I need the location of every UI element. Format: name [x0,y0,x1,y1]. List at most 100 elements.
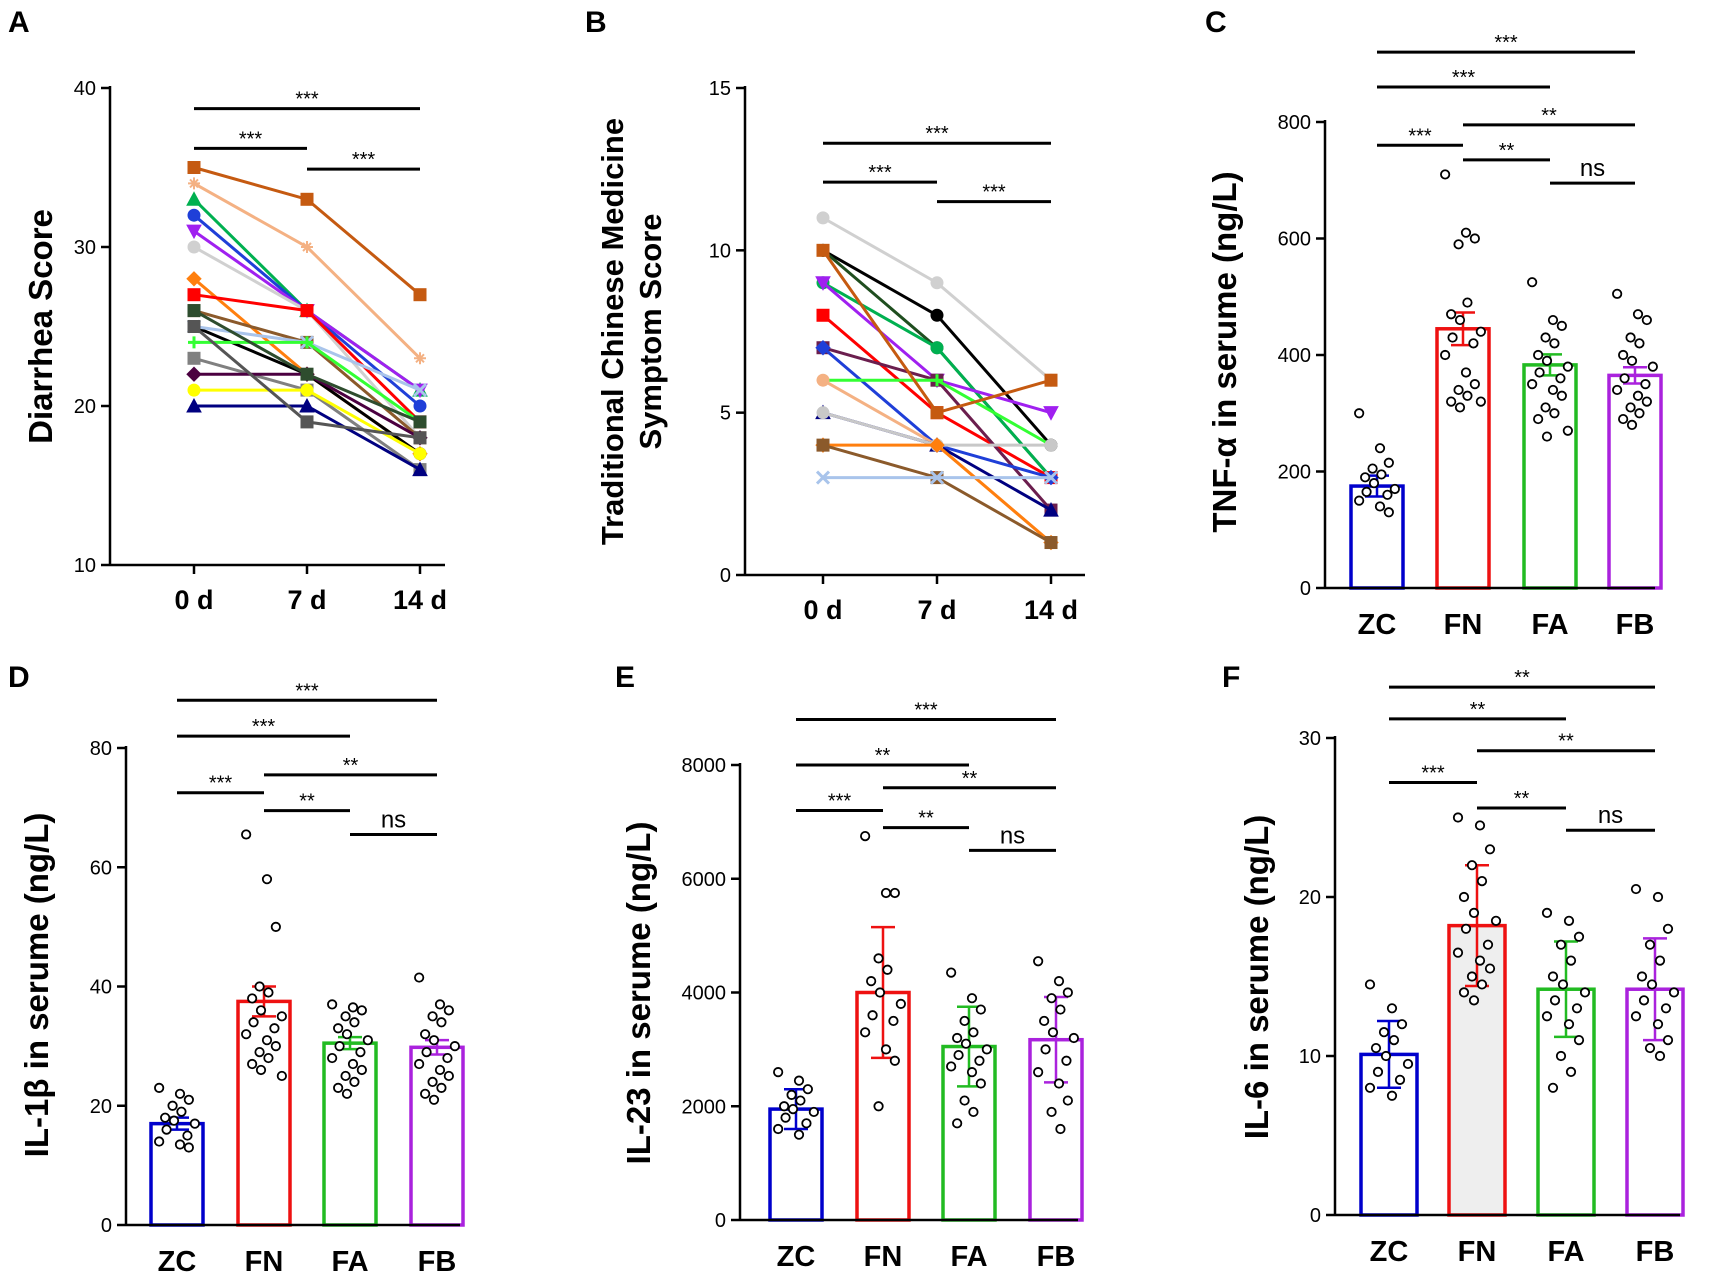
data-point [1460,923,1472,934]
data-point [1625,402,1636,413]
x-tick-label: FN [1458,1236,1497,1268]
data-point [1040,1044,1051,1055]
data-point [882,964,893,975]
data-point [1484,844,1496,855]
data-point [966,1067,978,1078]
significance-label: ** [343,755,359,777]
data-point-marker [188,336,200,349]
significance-label: ** [918,808,934,830]
data-point [801,1118,812,1129]
x-tick-label: ZC [158,1246,197,1278]
data-point [1547,971,1559,982]
data-point [1573,931,1585,942]
data-point [1652,1019,1664,1030]
data-point [1527,277,1538,288]
data-point [1573,1035,1585,1046]
data-point-marker [186,397,202,413]
data-point [1446,309,1457,320]
data-point [414,1058,425,1070]
data-point [1364,1082,1376,1093]
data-point [1367,463,1378,474]
x-tick-label: FA [950,1241,987,1273]
data-point [1534,367,1545,378]
data-point [866,976,877,987]
data-point [1555,1050,1567,1062]
data-point [1380,1050,1392,1062]
y-tick-label: 10 [1299,1046,1321,1068]
data-point [1055,1123,1066,1135]
data-point-marker [929,470,945,485]
data-point [874,987,886,998]
y-tick-label: 800 [1278,112,1311,134]
data-point [952,1118,963,1129]
data-point-marker [413,288,427,302]
data-point-marker [413,399,427,413]
data-point [1053,976,1065,987]
data-point-marker [300,367,314,381]
data-point [802,1084,813,1095]
series-line [821,249,1052,415]
data-point [254,981,265,992]
data-point-marker [187,383,201,397]
data-point [1354,495,1365,506]
data-point [1468,338,1479,349]
data-point [269,1023,280,1034]
x-tick-label: 0 d [174,585,213,615]
y-tick-label: 80 [90,738,112,760]
data-point-marker [930,406,944,420]
data-point [889,1055,900,1066]
data-point [261,874,273,885]
data-point [183,1094,194,1105]
data-point [1440,169,1451,180]
data-point-marker [187,288,201,302]
data-point [1541,907,1553,919]
data-point [1541,355,1553,366]
data-point [176,1106,187,1117]
data-point [449,1041,460,1052]
y-tick-label: 60 [90,857,112,879]
data-point [981,1044,992,1055]
data-point [795,1095,806,1106]
data-point-marker [815,470,831,485]
data-point [1468,995,1480,1006]
data-point [1460,227,1472,238]
data-point [1402,1058,1414,1070]
data-point [355,1046,366,1058]
significance-label: ns [381,806,406,833]
data-point [1626,419,1638,430]
data-point-marker [816,373,830,387]
data-point [867,1010,878,1021]
significance-label: ** [299,791,315,813]
data-point [1549,338,1560,349]
significance-label: *** [914,700,938,722]
data-point [1630,883,1642,895]
data-point-marker [1044,536,1058,550]
significance-label: ns [1598,802,1623,829]
data-point [1360,472,1371,483]
data-point [1370,1042,1382,1054]
data-point [1454,402,1466,413]
data-point-marker [414,352,426,365]
significance-label: *** [252,716,276,738]
data-point [1383,457,1394,468]
y-tick-label: 0 [101,1215,112,1237]
y-tick-label: 2000 [682,1096,727,1118]
data-point [860,830,871,842]
data-point-marker [930,276,944,290]
data-point [443,1070,454,1082]
y-axis-title: Diarrhea Score [22,209,59,444]
data-point [1618,413,1629,425]
significance-label: *** [295,680,319,702]
significance-label: *** [352,149,376,171]
data-point-marker [301,241,313,253]
y-axis-title: IL-6 in serume (ng/L) [1238,815,1275,1140]
significance-label: ** [1514,788,1530,810]
significance-label: *** [1421,763,1445,785]
data-point [1652,891,1664,903]
data-point [1388,1035,1400,1046]
data-point [327,1052,338,1064]
data-point [247,993,258,1004]
data-point-marker [186,366,202,382]
